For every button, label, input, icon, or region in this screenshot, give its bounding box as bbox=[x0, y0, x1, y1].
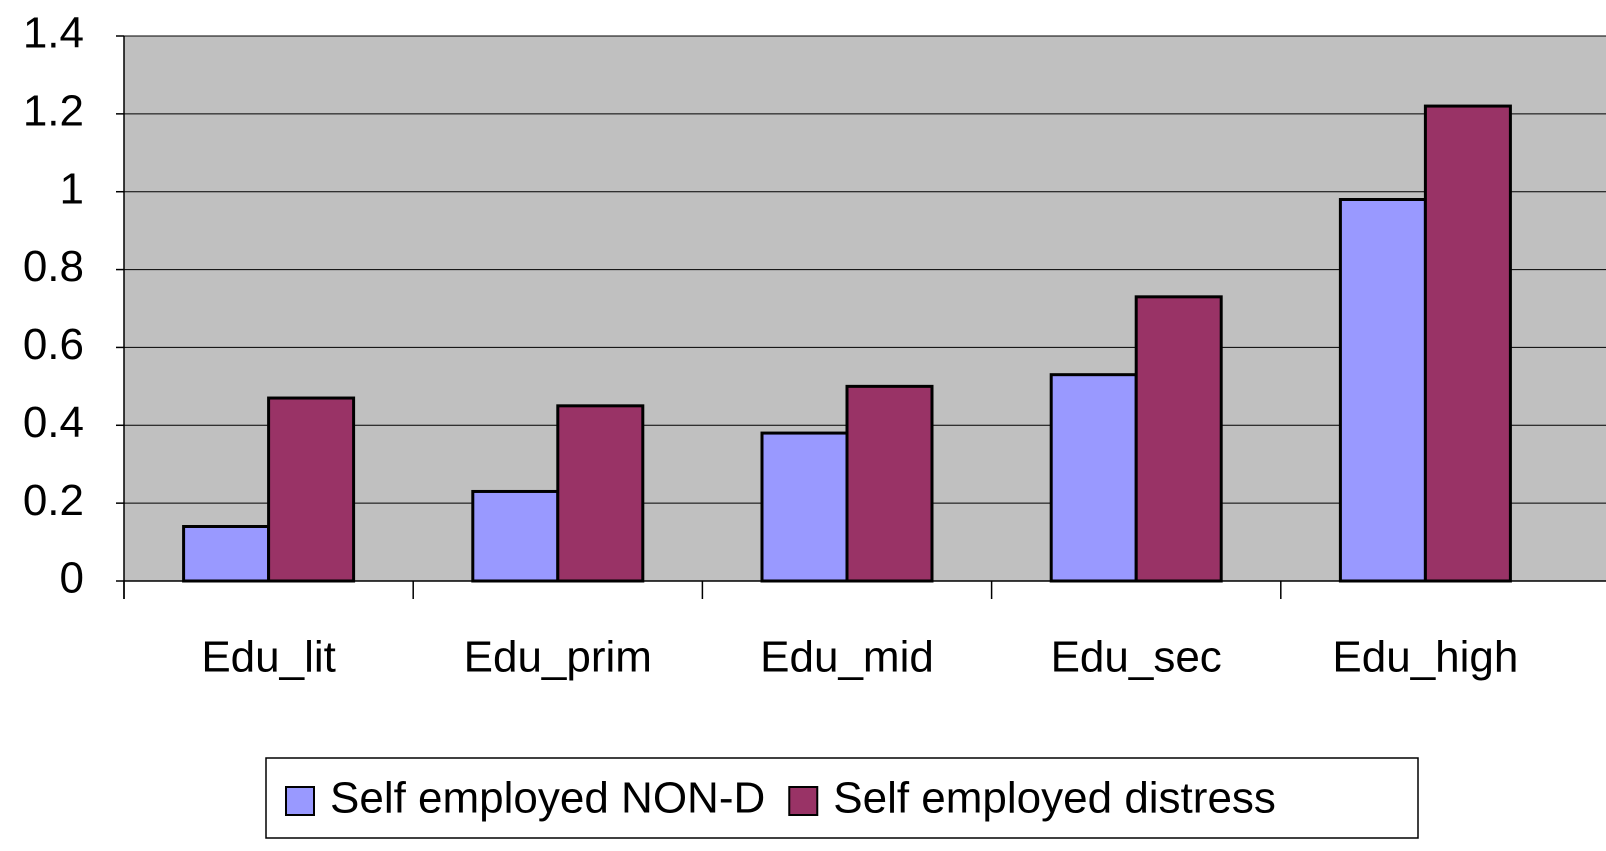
legend-swatch bbox=[285, 786, 315, 816]
bar bbox=[760, 431, 849, 583]
y-tick-label: 0.4 bbox=[23, 398, 84, 447]
legend-swatch bbox=[788, 786, 819, 816]
bar bbox=[1423, 104, 1512, 583]
bar bbox=[1134, 295, 1223, 583]
y-tick-label: 1.2 bbox=[23, 86, 84, 135]
legend-box bbox=[265, 757, 1419, 839]
bar bbox=[182, 525, 271, 583]
bar bbox=[471, 489, 560, 583]
bar bbox=[1049, 373, 1138, 583]
y-tick-label: 0 bbox=[60, 554, 84, 603]
legend-label: Self employed NON-D bbox=[330, 774, 765, 823]
bar bbox=[267, 396, 356, 583]
y-tick-label: 0.8 bbox=[23, 242, 84, 291]
y-tick-label: 1.4 bbox=[23, 9, 84, 58]
x-tick-label: Edu_mid bbox=[760, 633, 934, 682]
x-tick-label: Edu_lit bbox=[201, 633, 336, 682]
x-tick-label: Edu_high bbox=[1332, 633, 1518, 682]
y-tick-label: 0.2 bbox=[23, 476, 84, 525]
legend-label: Self employed distress bbox=[833, 774, 1276, 823]
bar bbox=[845, 384, 934, 583]
bar bbox=[556, 404, 645, 583]
y-tick-label: 0.6 bbox=[23, 320, 84, 369]
x-tick-label: Edu_prim bbox=[464, 633, 652, 682]
x-tick-label: Edu_sec bbox=[1051, 633, 1222, 682]
y-tick-label: 1 bbox=[60, 164, 84, 213]
bar bbox=[1338, 198, 1427, 583]
